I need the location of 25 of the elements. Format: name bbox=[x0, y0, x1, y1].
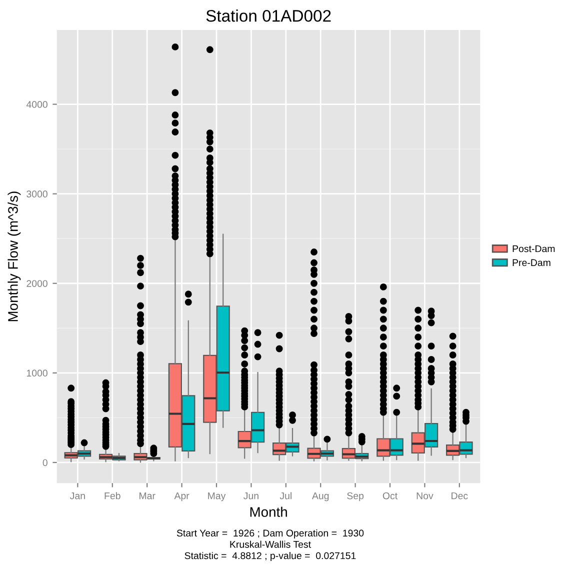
x-tick-label: Jan bbox=[70, 492, 85, 500]
x-tick-label: Dec bbox=[452, 492, 468, 500]
x-tick-label: Jun bbox=[244, 492, 258, 500]
text: Statistic = 4.8812 ; p-value = 0.027151 bbox=[184, 552, 356, 562]
y-tick-label: 1000 bbox=[26, 370, 48, 377]
x-tick-label: Aug bbox=[312, 492, 329, 502]
x-axis-title: Month bbox=[250, 506, 287, 517]
text: Kruskal-Wallis Test bbox=[230, 540, 311, 548]
x-tick-label: Sep bbox=[347, 492, 364, 502]
y-tick-label: 2000 bbox=[26, 280, 48, 287]
x-tick-label: Feb bbox=[104, 492, 120, 500]
y-axis-title: Monthly Flow (m^3/s) bbox=[8, 192, 21, 322]
x-tick-label: Mar bbox=[140, 492, 156, 500]
x-tick-label: Jul bbox=[280, 492, 292, 500]
x-tick-label: May bbox=[208, 492, 226, 502]
legend-label: Post-Dam bbox=[512, 245, 555, 252]
y-tick-label: 0 bbox=[42, 459, 48, 466]
x-tick-label: Oct bbox=[382, 492, 398, 500]
y-tick-label: 4000 bbox=[26, 101, 48, 108]
chart-title: Station 01AD002 bbox=[206, 10, 331, 22]
x-tick-label: Apr bbox=[174, 492, 190, 502]
x-tick-label: Nov bbox=[416, 492, 434, 500]
legend-label: Pre-Dam bbox=[512, 259, 550, 266]
y-tick-label: 3000 bbox=[26, 190, 48, 198]
text: Start Year = 1926 ; Dam Operation = 1930 bbox=[176, 529, 364, 538]
